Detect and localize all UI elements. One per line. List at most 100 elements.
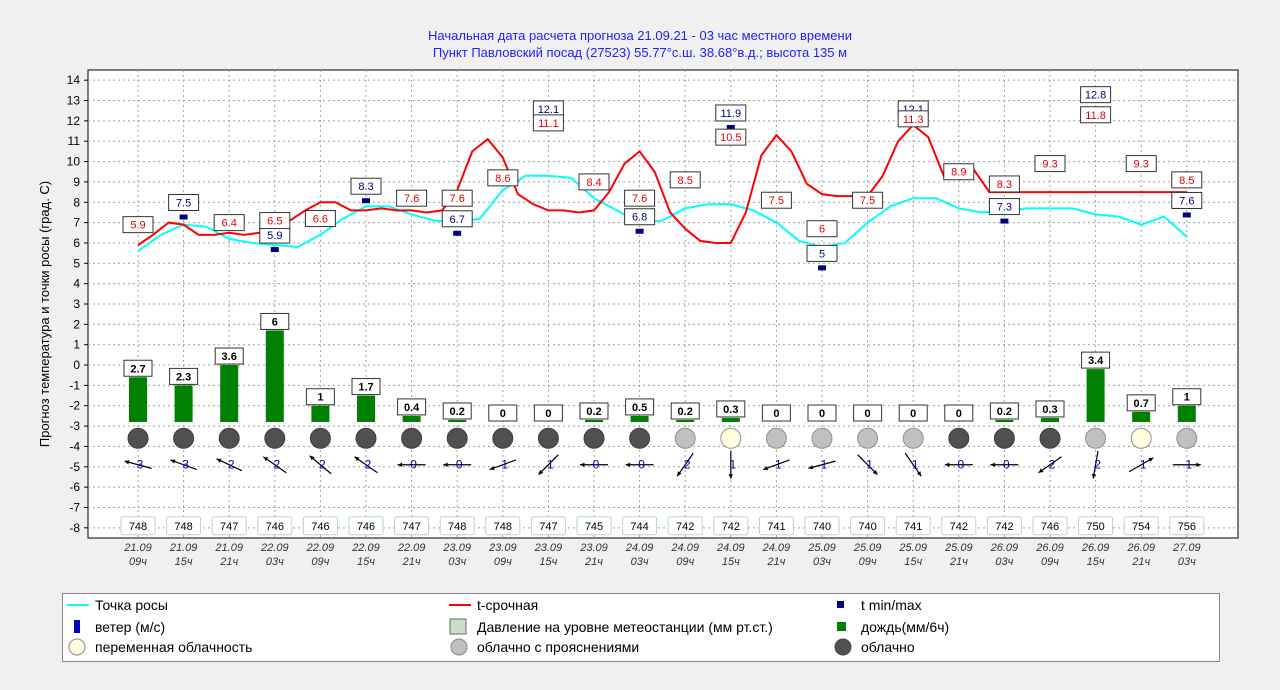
pressure-value-label: 742: [722, 521, 740, 533]
temp-label-box: [715, 128, 747, 146]
rain-value-label: 1.7: [358, 382, 373, 394]
wind-arrow-shaft: [1038, 456, 1062, 474]
minmax-value-label: 7.3: [997, 202, 1012, 214]
pressure-value-label: 747: [539, 521, 557, 533]
pressure-box: [622, 516, 658, 536]
legend-label-dew: Точка росы: [95, 597, 168, 613]
minmax-marker: [726, 124, 735, 130]
pressure-value-label: 745: [585, 521, 603, 533]
rain-value-label: 1: [1184, 392, 1190, 404]
temp-label-box: [624, 189, 656, 207]
wind-speed-label: 1: [821, 458, 828, 472]
x-date-label: 25.09: [898, 542, 927, 554]
legend-label-rain: дождь(мм/6ч): [861, 619, 950, 635]
minmax-label-box: [1171, 191, 1203, 209]
wind-speed-label: 2: [365, 458, 372, 472]
wind-speed-label: 2: [319, 458, 326, 472]
rain-bar: [220, 365, 239, 423]
legend-label-pressure: Давление на уровне метеостанции (мм рт.с…: [477, 619, 773, 635]
x-date-label: 25.09: [807, 542, 836, 554]
minmax-label-box: [624, 208, 656, 226]
cloud-icon: [1176, 427, 1198, 449]
temp-value-label: 7.6: [404, 193, 419, 205]
rain-value-label: 0.2: [678, 406, 693, 418]
rain-value-label: 0.4: [404, 402, 420, 414]
temp-label-box: [122, 216, 154, 234]
wind-arrow-head: [216, 458, 222, 463]
x-hour-label: 09ч: [311, 556, 329, 568]
y-tick-label: 5: [73, 256, 80, 270]
x-date-label: 21.09: [214, 542, 243, 554]
minmax-marker: [453, 230, 462, 236]
y-tick-label: 7: [73, 216, 80, 230]
temp-value-label: 11.1: [538, 118, 559, 130]
minmax-value-label: 11.9: [721, 108, 742, 120]
wind-arrow-head: [1091, 473, 1097, 479]
minmax-marker-icon: [837, 601, 844, 608]
wind-arrow-head: [990, 462, 995, 467]
pressure-box: [257, 516, 293, 536]
cloud-icon: [173, 427, 195, 449]
wind-arrow-shaft: [676, 452, 694, 477]
pressure-box: [485, 516, 521, 536]
x-date-label: 25.09: [853, 542, 882, 554]
temp-value-label: 9.3: [1042, 159, 1057, 171]
pressure-box: [394, 516, 430, 536]
wind-arrow-head: [625, 462, 631, 467]
wind-arrow-shaft: [309, 455, 332, 475]
rain-label-box: [488, 404, 518, 422]
temp-label-box: [487, 169, 519, 187]
y-tick-label: -4: [69, 439, 80, 453]
x-hour-label: 15ч: [539, 556, 557, 568]
rain-bar: [402, 415, 421, 423]
rain-bar: [448, 419, 467, 423]
wind-speed-label: 0: [410, 458, 417, 472]
wind-arrow-head: [728, 474, 733, 479]
pressure-box: [941, 516, 977, 536]
x-date-label: 22.09: [351, 542, 380, 554]
minmax-marker: [1182, 212, 1191, 218]
x-date-label: 22.09: [260, 542, 289, 554]
forecast-start-title: Начальная дата расчета прогноза 21.09.21…: [428, 28, 852, 43]
temp-value-label: 6: [819, 224, 825, 236]
rain-bar: [585, 419, 603, 423]
overcast-cloud-icon: [834, 638, 852, 656]
rain-label-box: [761, 404, 791, 422]
pressure-box: [166, 516, 202, 536]
rain-label-box: [169, 367, 199, 385]
wind-speed-label: 2: [1094, 458, 1101, 472]
y-tick-label: 11: [68, 134, 81, 148]
wind-speed-label: 3: [137, 458, 144, 472]
pressure-box-icon: [449, 618, 467, 635]
rain-value-label: 3.6: [222, 351, 237, 363]
wind-arrow-head: [263, 456, 269, 462]
temp-value-label: 11.8: [1085, 110, 1106, 122]
rain-label-box: [214, 347, 244, 365]
x-hour-label: 21ч: [949, 556, 968, 568]
pressure-value-label: 741: [767, 521, 785, 533]
cloud-icon: [629, 427, 651, 449]
cloud-icon: [583, 427, 605, 449]
temp-label-box: [760, 191, 792, 209]
x-hour-label: 09ч: [129, 556, 147, 568]
rain-bar: [1041, 417, 1059, 423]
rain-label-box: [579, 402, 609, 420]
legend-label-overcast: облачно: [861, 639, 915, 655]
x-hour-label: 03ч: [448, 556, 466, 568]
pressure-value-label: 740: [858, 521, 876, 533]
wind-arrow-shaft: [262, 456, 287, 474]
minmax-value-label: 6.7: [450, 214, 465, 226]
x-hour-label: 21ч: [1131, 556, 1150, 568]
wind-arrow-head: [944, 462, 950, 467]
wind-arrow-head: [538, 469, 544, 475]
wind-arrow-head: [309, 455, 315, 461]
cloud-icon: [1130, 427, 1152, 449]
minmax-value-label: 7.5: [176, 198, 191, 210]
x-hour-label: 21ч: [584, 556, 603, 568]
rain-value-label: 6: [272, 316, 278, 328]
wind-arrow-head: [916, 471, 922, 477]
pressure-box: [530, 516, 566, 536]
dew-line-icon: [67, 604, 89, 606]
temp-label-box: [852, 191, 884, 209]
y-tick-label: -1: [69, 378, 80, 392]
